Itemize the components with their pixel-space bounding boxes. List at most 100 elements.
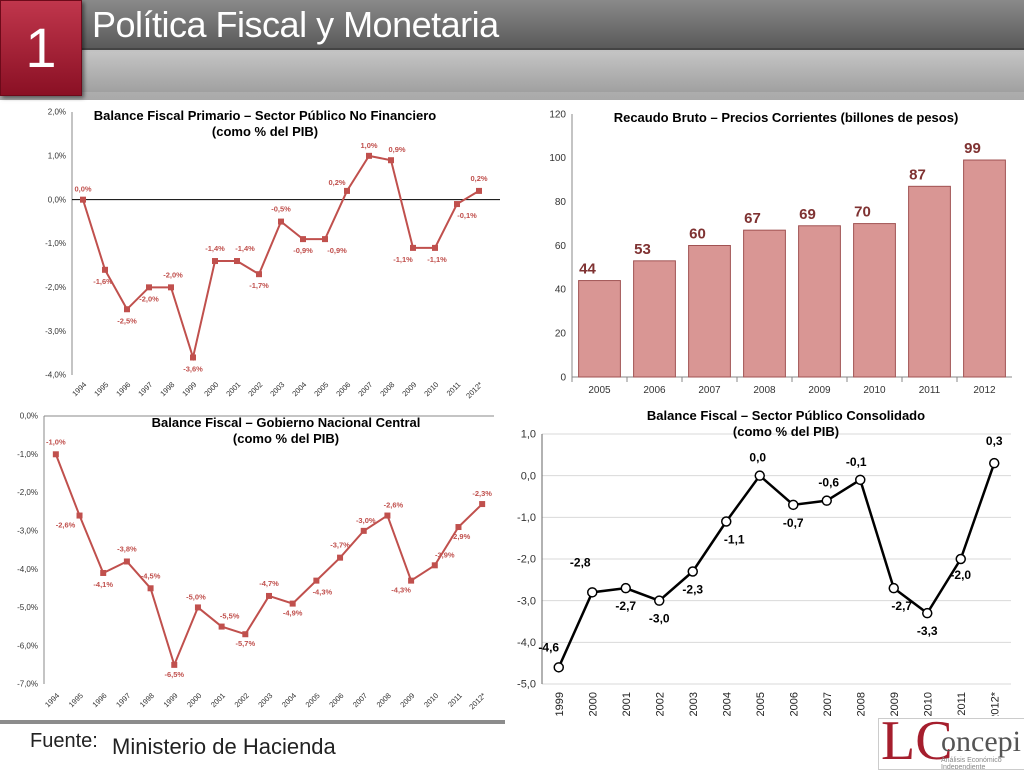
data-point bbox=[102, 266, 108, 273]
data-point bbox=[313, 577, 320, 584]
data-point bbox=[384, 512, 391, 519]
x-tick-label: 2007 bbox=[356, 380, 374, 398]
y-tick-label: 0,0% bbox=[48, 195, 66, 204]
y-tick-label: -7,0% bbox=[17, 680, 38, 689]
data-point bbox=[194, 604, 201, 611]
y-tick-label: 2,0% bbox=[48, 108, 66, 117]
y-tick-label: -1,0% bbox=[17, 450, 38, 459]
x-tick-label: 2005 bbox=[312, 380, 330, 398]
bar-value-label: 60 bbox=[689, 226, 706, 243]
x-tick-label: 2012* bbox=[464, 380, 484, 400]
data-label: -4,9% bbox=[283, 609, 303, 618]
data-label: -4,1% bbox=[93, 580, 113, 589]
data-label: -2,5% bbox=[117, 316, 137, 325]
x-tick-label: 2007 bbox=[698, 385, 721, 396]
data-point bbox=[256, 271, 262, 278]
y-tick-label: 20 bbox=[555, 329, 567, 340]
data-point bbox=[80, 196, 86, 203]
data-label: -4,6 bbox=[538, 640, 559, 654]
logo: LC oncepi Análisis Económico Independien… bbox=[878, 718, 1024, 770]
data-label: 0,0% bbox=[74, 185, 91, 194]
section-number: 1 bbox=[0, 0, 82, 96]
chart-primary-balance-subtitle: (como % del PIB) bbox=[211, 124, 319, 139]
chart-tax-revenue: 0 20 40 60 80 100 120 44 2005 53 2006 60 2007 67 2008 6… bbox=[536, 102, 1024, 402]
x-tick-label: 2002 bbox=[246, 380, 264, 398]
data-point bbox=[654, 595, 665, 606]
chart-central-government: 0,0% -1,0% -2,0% -3,0% -4,0% -5,0% -6,0% -7,0% -… bbox=[14, 408, 504, 714]
x-tick-label: 2010 bbox=[922, 692, 934, 716]
data-point bbox=[212, 258, 218, 265]
x-tick-label: 2005 bbox=[755, 692, 767, 716]
x-tick-label: 1994 bbox=[70, 380, 88, 398]
data-label: -4,7% bbox=[259, 579, 279, 588]
data-label: -0,1 bbox=[846, 455, 867, 469]
data-label: -5,7% bbox=[236, 639, 256, 648]
x-tick-label: 2000 bbox=[185, 691, 203, 709]
data-point bbox=[455, 524, 462, 531]
footer-source-label: Fuente: bbox=[30, 730, 98, 752]
data-label: -2,3 bbox=[682, 583, 703, 597]
x-tick-label: 2004 bbox=[290, 380, 308, 398]
x-tick-label: 2010 bbox=[863, 385, 886, 396]
data-label: -5,0% bbox=[186, 592, 206, 601]
bar-value-label: 67 bbox=[744, 210, 761, 227]
data-point bbox=[989, 457, 1000, 469]
data-label: -4,3% bbox=[391, 586, 411, 595]
data-point bbox=[366, 152, 372, 159]
bar bbox=[688, 245, 731, 378]
data-point bbox=[278, 218, 284, 225]
x-tick-label: 2011 bbox=[956, 692, 968, 716]
x-tick-label: 2002 bbox=[654, 692, 666, 716]
bar bbox=[963, 159, 1006, 378]
x-tick-label: 2004 bbox=[280, 691, 298, 709]
x-tick-label: 2012* bbox=[989, 691, 1001, 716]
data-label: -4,5% bbox=[141, 571, 161, 580]
data-label: -3,8% bbox=[117, 544, 137, 553]
bar-value-label: 99 bbox=[964, 140, 981, 157]
y-tick-label: 40 bbox=[555, 285, 567, 296]
y-tick-label: -2,0% bbox=[17, 488, 38, 497]
y-tick-label: -4,0 bbox=[517, 637, 536, 649]
data-point bbox=[147, 585, 154, 592]
y-tick-label: -2,0% bbox=[45, 283, 66, 292]
data-point bbox=[788, 499, 799, 511]
data-label: -2,0% bbox=[163, 270, 183, 279]
chart-primary-balance: 2,0% 1,0% 0,0% -1,0% -2,0% -3,0% -4,0% 0,0% 1994… bbox=[30, 102, 500, 402]
data-label: -1,1 bbox=[724, 533, 745, 547]
header-sub-band bbox=[80, 52, 1024, 92]
bar bbox=[633, 260, 676, 378]
data-label: -3,7% bbox=[330, 541, 350, 550]
data-point bbox=[620, 582, 631, 594]
header-title-band bbox=[80, 0, 1024, 50]
data-label: -2,7 bbox=[891, 599, 912, 613]
data-label: -2,7 bbox=[615, 599, 636, 613]
y-tick-label: -4,0% bbox=[45, 371, 66, 380]
x-tick-label: 2009 bbox=[398, 691, 416, 709]
logo-mark: LC bbox=[881, 718, 953, 770]
y-tick-label: -2,0 bbox=[517, 554, 536, 566]
data-point bbox=[146, 284, 152, 291]
logo-text: oncepi bbox=[941, 725, 1021, 758]
data-label: -2,0 bbox=[950, 568, 971, 582]
y-tick-label: -3,0% bbox=[45, 327, 66, 336]
x-tick-label: 1996 bbox=[114, 380, 132, 398]
logo-subtext: Análisis Económico Independiente bbox=[941, 757, 1002, 770]
y-tick-label: -1,0 bbox=[517, 512, 536, 524]
y-tick-label: 1,0 bbox=[521, 429, 536, 441]
x-tick-label: 2004 bbox=[721, 692, 733, 716]
data-label: -0,6 bbox=[818, 476, 839, 490]
x-tick-label: 2009 bbox=[889, 692, 901, 716]
x-tick-label: 1997 bbox=[136, 380, 154, 398]
x-tick-label: 2012* bbox=[467, 691, 487, 711]
x-tick-label: 2011 bbox=[446, 691, 464, 709]
chart-primary-balance-svg: 2,0% 1,0% 0,0% -1,0% -2,0% -3,0% -4,0% 0,0% 1994… bbox=[45, 108, 500, 400]
x-tick-label: 2006 bbox=[643, 385, 666, 396]
y-tick-label: -1,0% bbox=[45, 239, 66, 248]
data-point bbox=[337, 554, 344, 561]
data-point bbox=[52, 451, 59, 458]
series-line bbox=[54, 453, 483, 668]
chart-consolidated-balance-title: Balance Fiscal – Sector Público Consolid… bbox=[646, 408, 926, 423]
x-tick-label: 2007 bbox=[351, 691, 369, 709]
data-point bbox=[479, 501, 486, 508]
data-label: -2,8 bbox=[570, 555, 591, 569]
